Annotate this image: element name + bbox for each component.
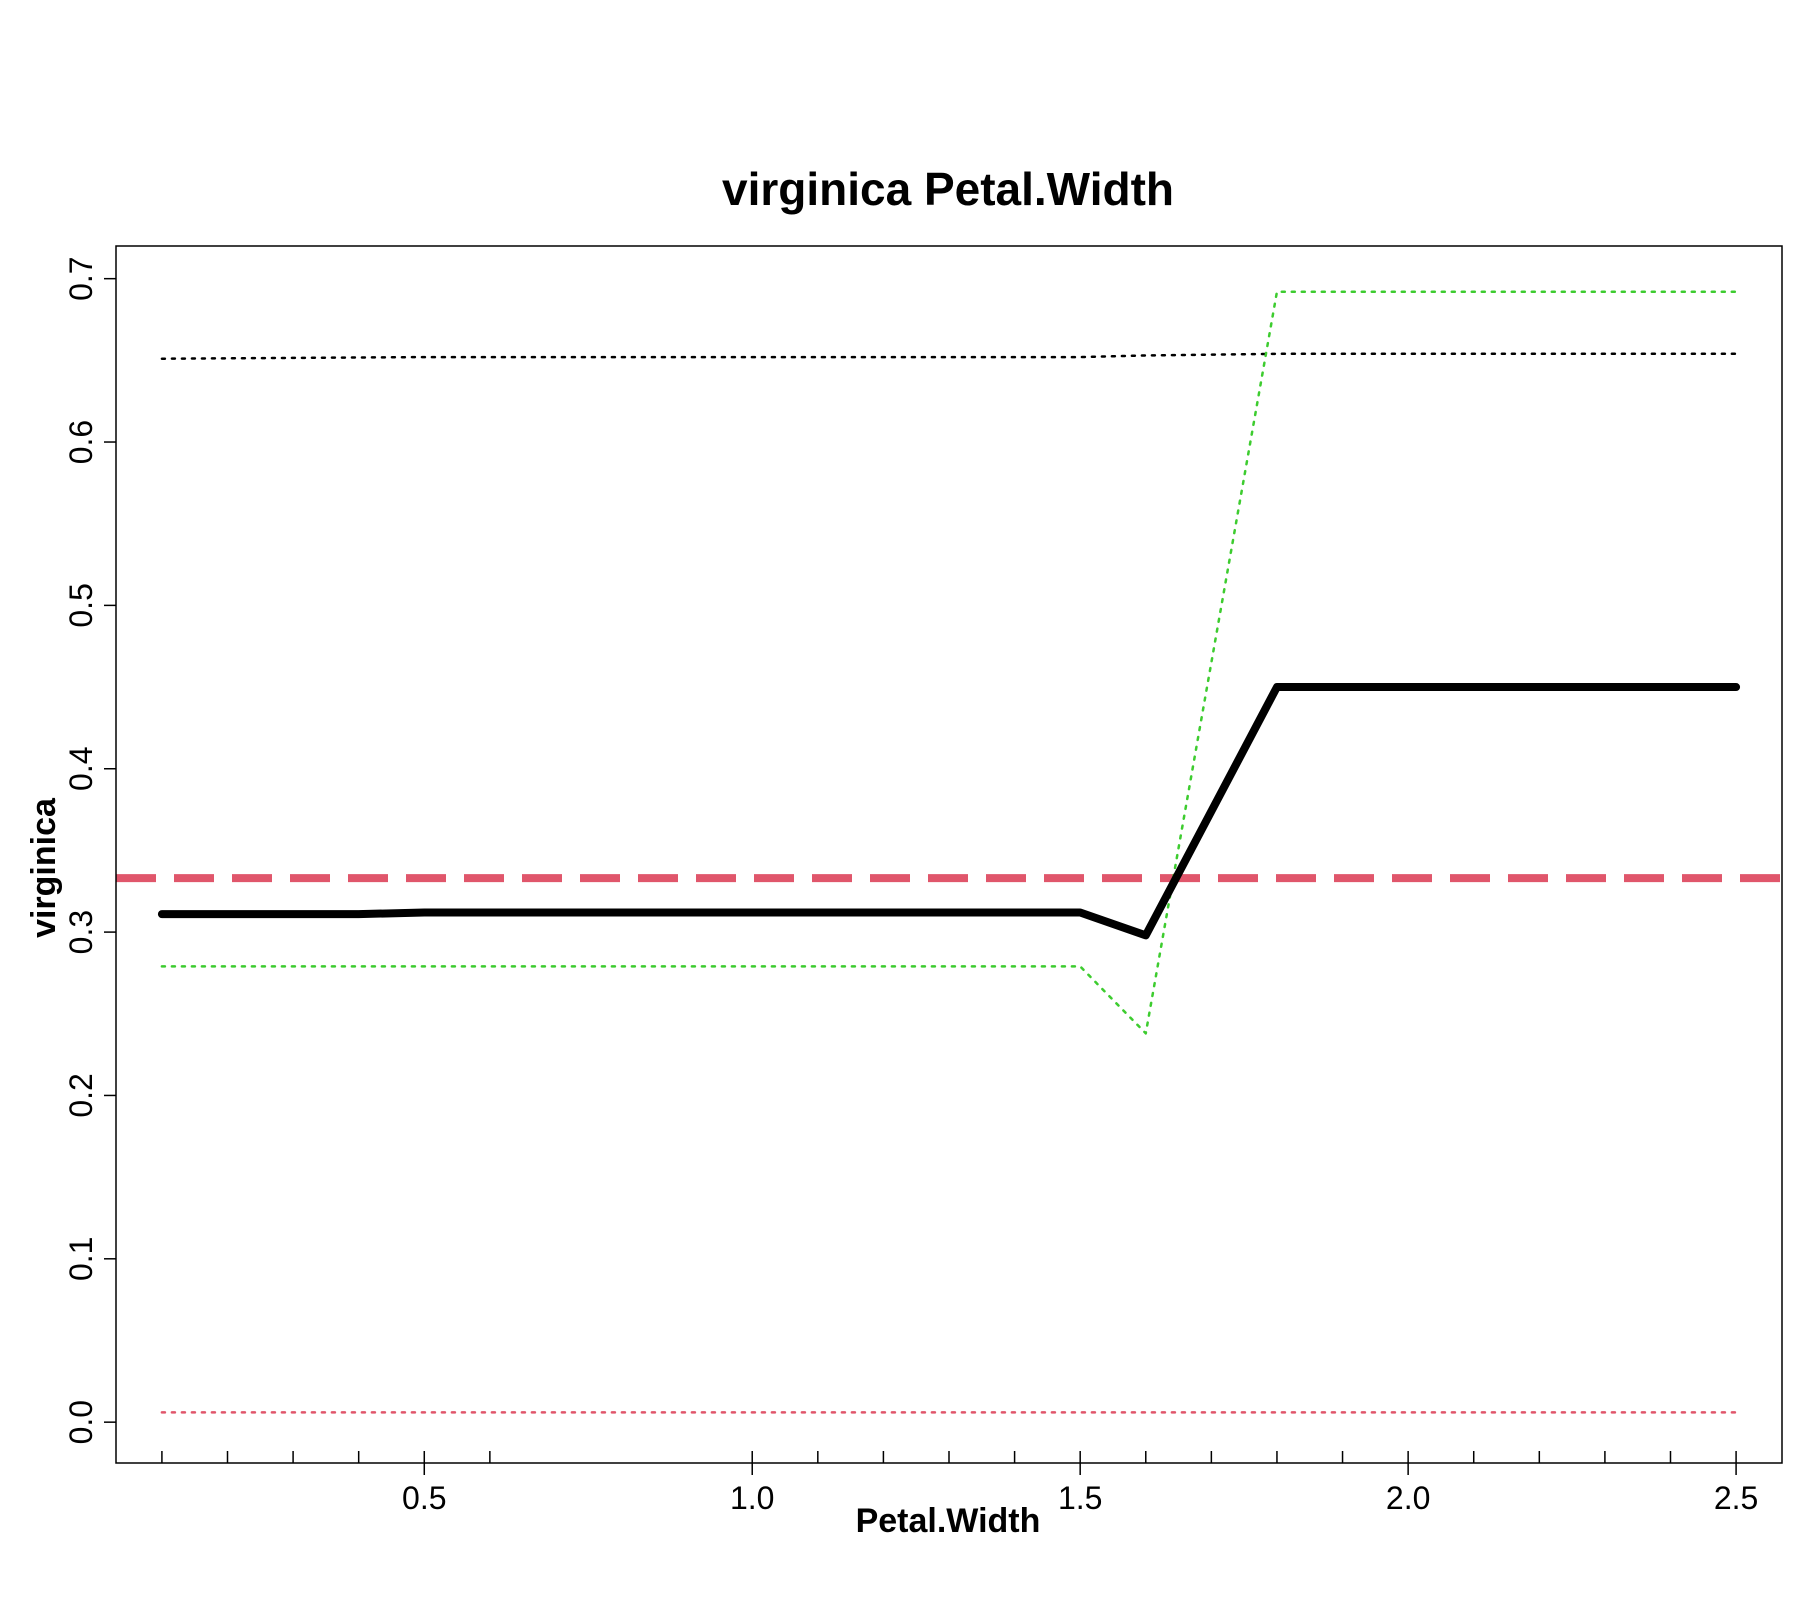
x-tick-label: 1.0 [730,1480,774,1516]
y-tick-label: 0.3 [63,910,99,954]
x-tick-label: 2.0 [1386,1480,1430,1516]
y-axis-label: virginica [25,797,63,938]
plot-layer [116,290,1782,1463]
series-line-1 [157,683,1741,940]
series-line-2 [160,352,1738,360]
y-tick-label: 0.6 [63,420,99,464]
y-tick-label: 0.0 [63,1400,99,1444]
chart-title: virginica Petal.Width [722,163,1174,215]
x-axis: 0.5 1.0 1.5 2.0 2.5 [402,1463,1758,1516]
y-axis: 0.0 0.1 0.2 0.3 0.4 0.5 0.6 0.7 [63,256,116,1444]
y-tick-label: 0.2 [63,1073,99,1117]
y-tick-label: 0.5 [63,583,99,627]
x-tick-label: 0.5 [402,1480,446,1516]
x-axis-label: Petal.Width [856,1502,1041,1540]
y-tick-label: 0.1 [63,1237,99,1281]
plot-frame [115,245,1783,1464]
y-tick-label: 0.7 [63,256,99,300]
y-tick-label: 0.4 [63,746,99,790]
x-tick-label: 2.5 [1714,1480,1758,1516]
x-tick-label: 1.5 [1058,1480,1102,1516]
